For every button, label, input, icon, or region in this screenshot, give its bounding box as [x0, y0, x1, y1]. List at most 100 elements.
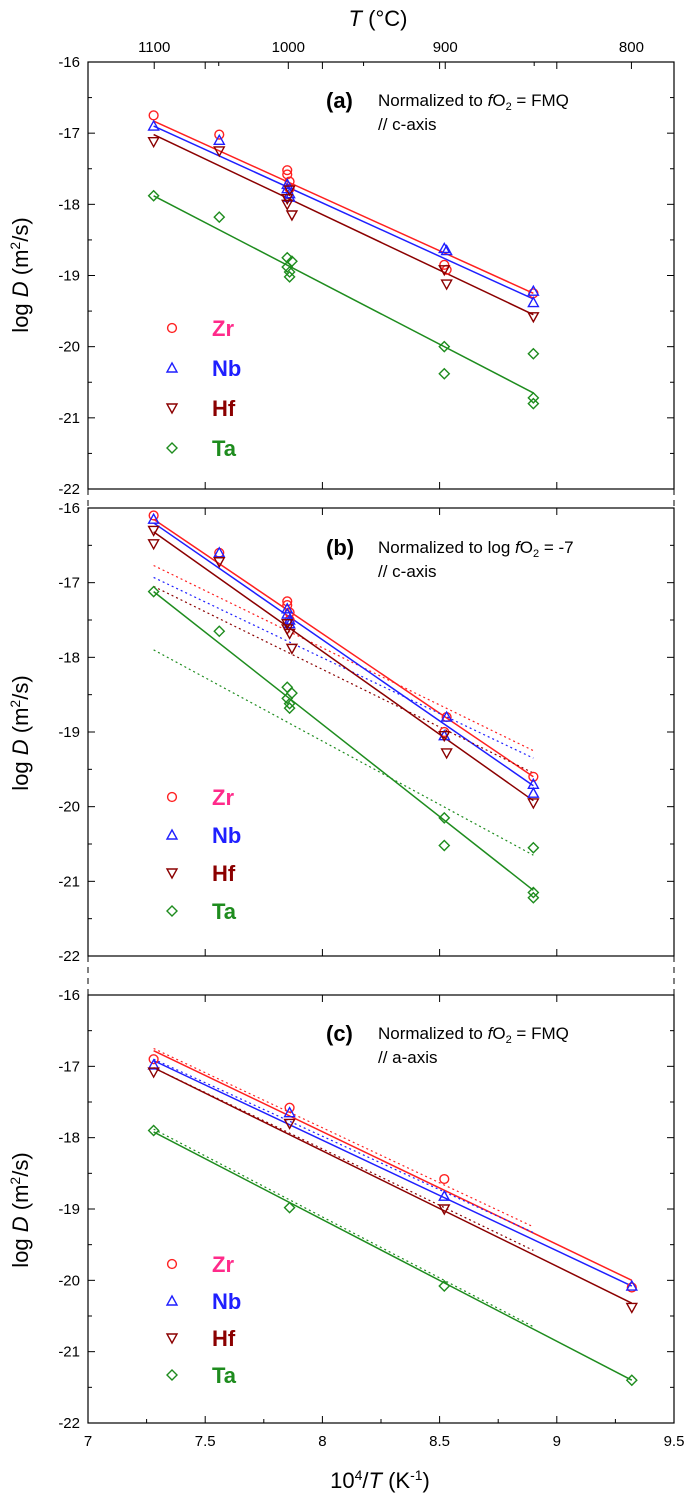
panel-c-y-tick-label: -20 [58, 1272, 80, 1289]
panel-c-nb-fit-line [153, 1059, 633, 1287]
panel-a-y-tick-label: -19 [58, 268, 80, 285]
panel-b-hf-point [283, 628, 296, 640]
panel-c-y-tick-label: -18 [58, 1130, 80, 1147]
top-temperature-axis: 1100 1000 900 800 [138, 39, 644, 69]
panel-a-plot-area [147, 110, 540, 410]
panel-c-y-axis: -16 -17 -18 -19 -20 -21 -22 [58, 987, 675, 1432]
panel-a-y-tick-label: -21 [58, 410, 80, 427]
panel-a-y-tick-label: -18 [58, 196, 80, 213]
panel-c-zr-reference-line [153, 1047, 534, 1228]
panel-a-legend-nb-label: Nb [212, 356, 241, 381]
panel-b-legend: Zr Nb Hf Ta [165, 785, 241, 924]
panel-a-ta-point [438, 367, 451, 380]
panel-a-hf-point [147, 137, 160, 149]
panel-c-ta-fit-line [153, 1131, 633, 1381]
panel-c-ta-point [438, 1280, 451, 1293]
panel-b-nb-point [213, 546, 226, 558]
panel-b-nb-point [147, 512, 160, 524]
panel-b: (b) Normalized to log fO2 = -7 // c-axis… [7, 500, 675, 965]
panel-b-ta-point [147, 585, 160, 598]
panel-c-zr-point [439, 1173, 450, 1185]
panel-c: (c) Normalized to fO2 = FMQ // a-axis lo… [7, 987, 675, 1432]
panel-b-y-tick-label: -19 [58, 724, 80, 741]
panel-b-y-axis-title: log D (m2/s) [7, 675, 33, 790]
top-tick-label: 1100 [138, 39, 170, 56]
panel-a-zr-point [439, 259, 450, 270]
panel-b-ta-point [213, 625, 226, 638]
panel-a-legend-zr-marker [166, 322, 178, 334]
panel-b-label: (b) [326, 535, 354, 560]
panel-a-hf-point [527, 312, 540, 324]
panel-c-legend: Zr Nb Hf Ta [165, 1252, 241, 1388]
panel-c-ta-point [147, 1124, 160, 1137]
panel-a-ta-point [283, 265, 296, 278]
panel-c-hf-point [147, 1067, 160, 1079]
panel-a-y-axis: -16 -17 -18 -19 -20 -21 -22 [58, 54, 675, 498]
panel-a-y-tick-label: -17 [58, 125, 80, 142]
panel-c-nb-point [625, 1279, 638, 1291]
panel-a-ta-point [527, 397, 540, 410]
x-axis-title: 104/T (K-1) [330, 1467, 430, 1493]
panel-b-y-axis: -16 -17 -18 -19 -20 -21 -22 [58, 500, 675, 965]
panel-b-ta-point [283, 697, 296, 710]
top-axis-title: T (°C) [349, 6, 408, 31]
top-tick-label: 900 [433, 39, 458, 56]
x-tick-label: 9 [553, 1433, 561, 1450]
panel-a-ta-point [527, 391, 540, 404]
panel-b-legend-hf-marker [165, 868, 179, 880]
panel-b-legend-zr-label: Zr [212, 785, 234, 810]
panel-a-zr-fit-line [153, 120, 534, 294]
panel-b-hf-point [281, 619, 294, 631]
panel-c-hf-point [438, 1204, 451, 1216]
panel-a-ta-point [147, 189, 160, 202]
panel-c-legend-ta-marker [166, 1369, 178, 1381]
panel-a-y-axis-title: log D (m2/s) [7, 217, 33, 332]
panel-b-annotation-line2: // c-axis [378, 562, 437, 581]
panel-c-hf-point [283, 1118, 296, 1130]
panel-a-nb-point [527, 296, 540, 308]
panel-b-ta-point [283, 702, 296, 715]
panel-c-zr-point [284, 1102, 295, 1113]
panel-c-ta-reference-line [153, 1128, 534, 1328]
panel-a-annotation-line2: // c-axis [378, 115, 437, 134]
panel-a-legend-zr-label: Zr [212, 316, 234, 341]
panel-c-hf-point [625, 1302, 638, 1314]
panel-a: (a) Normalized to fO2 = FMQ // c-axis lo… [7, 54, 675, 498]
panel-b-ta-point [527, 841, 540, 854]
panel-c-y-tick-label: -17 [58, 1058, 80, 1075]
panel-b-ta-fit-line [153, 591, 534, 891]
panel-b-nb-point [283, 617, 296, 629]
panel-a-annotation-line1: Normalized to fO2 = FMQ [378, 91, 569, 113]
panel-b-hf-fit-line [153, 531, 534, 802]
panel-c-legend-nb-marker [165, 1294, 179, 1306]
panel-a-zr-point [148, 110, 159, 121]
panel-b-hf-point [213, 557, 226, 569]
panel-c-zr-point [148, 1054, 159, 1065]
x-tick-label: 7 [84, 1433, 92, 1450]
panel-a-nb-point [527, 284, 540, 296]
panel-c-nb-point [283, 1106, 296, 1118]
panel-c-ta-point [283, 1201, 296, 1214]
panel-c-ta-point [625, 1374, 638, 1387]
panel-b-ta-reference-line [153, 649, 534, 856]
panel-a-hf-point [281, 199, 294, 211]
panel-b-hf-point [147, 539, 160, 551]
panel-b-ta-point [438, 811, 451, 824]
panel-b-nb-reference-line [153, 576, 534, 759]
panel-a-zr-point [214, 129, 225, 140]
panel-b-y-tick-label: -22 [58, 948, 80, 965]
panel-a-nb-point [281, 177, 294, 190]
panel-b-hf-point [527, 798, 540, 810]
panel-c-y-tick-label: -19 [58, 1201, 80, 1218]
axis-break-markers [87, 489, 675, 995]
panel-b-legend-ta-label: Ta [212, 899, 237, 924]
panel-b-y-tick-label: -21 [58, 873, 80, 890]
panel-a-hf-point [438, 265, 451, 277]
panel-a-nb-point [440, 244, 453, 256]
panel-b-plot-area [147, 510, 540, 904]
panel-a-legend: Zr Nb Hf Ta [165, 316, 241, 461]
panel-b-hf-point [438, 731, 451, 743]
panel-a-ta-point [527, 347, 540, 360]
panel-b-ta-point [285, 687, 298, 700]
